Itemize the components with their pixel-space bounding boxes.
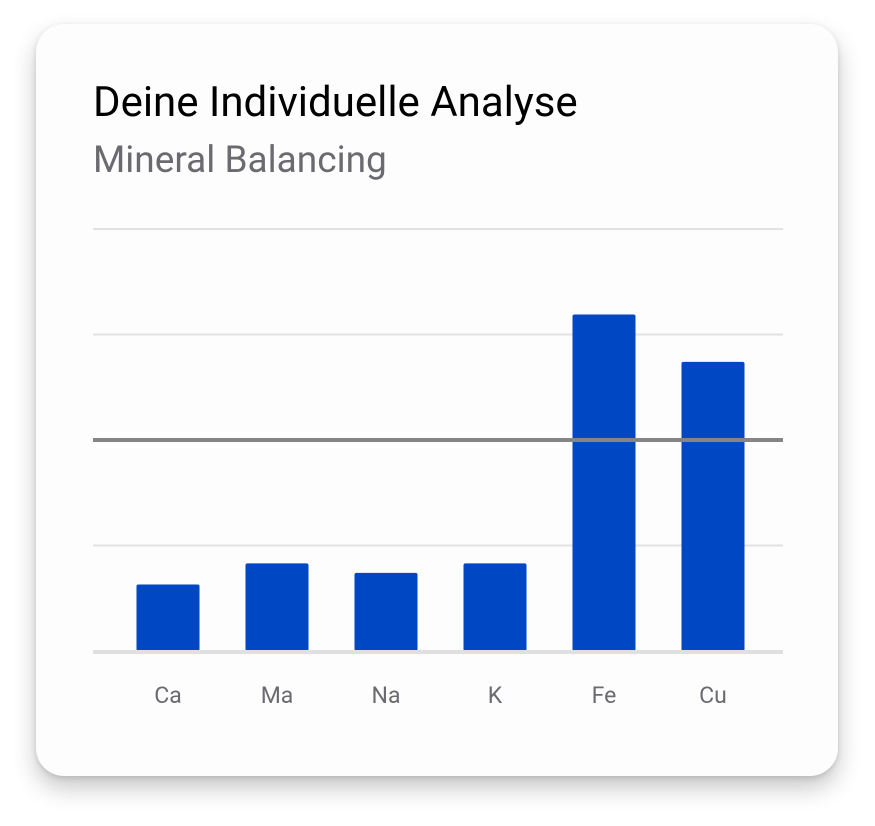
x-tick-label: Fe [592,682,617,709]
x-tick-label: Cu [699,682,727,709]
x-tick-label: K [488,682,503,709]
x-tick-label: Ca [154,682,181,709]
chart-subtitle: Mineral Balancing [93,139,387,182]
x-tick-label: Ma [261,682,294,709]
bar [354,572,418,651]
bar [245,563,309,651]
bar [463,563,527,651]
bar [136,584,200,651]
bar [681,361,745,651]
x-tick-label: Na [372,682,401,709]
chart-title: Deine Individuelle Analyse [93,78,578,127]
bar [572,314,636,651]
